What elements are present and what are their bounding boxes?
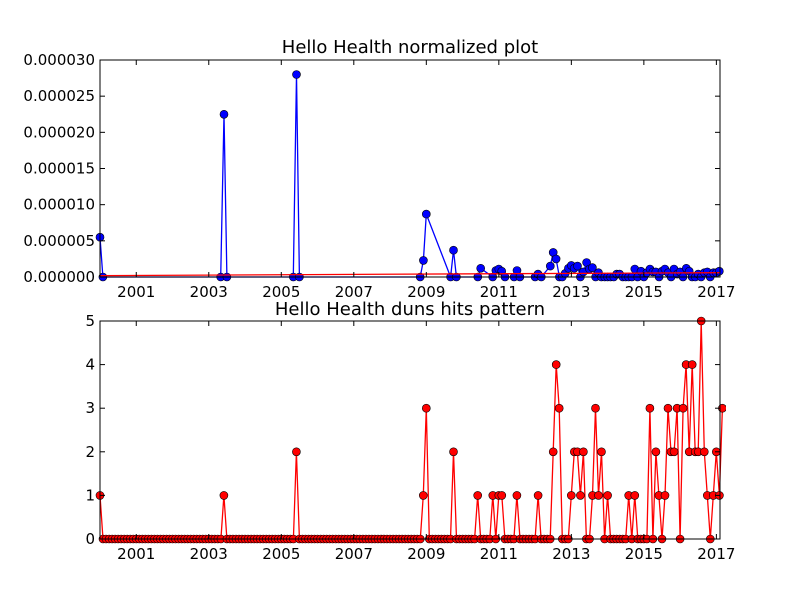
normalized-plot-data-point [419,256,428,265]
normalized-plot-data-point [476,263,486,273]
normalized-plot-x-tick-label: 2017 [697,283,735,301]
duns-hits-data-point [421,403,431,413]
duns-hits-y-tick-label: 4 [85,356,95,374]
duns-hits-data-point [566,491,576,500]
duns-hits-x-tick-label: 2001 [117,545,155,563]
duns-hits-x-tick-label: 2003 [190,545,228,563]
duns-hits-ticks: 2001 2003 2005 2007 2009 2011 2013 2015 2017 0 1 2 3… [85,312,735,563]
duns-hits-x-tick-label: 2017 [697,545,735,563]
duns-hits-data-point [591,403,600,413]
normalized-plot-series-1-line [99,272,721,277]
normalized-plot-y-tick-label: 0.000010 [23,196,95,214]
normalized-plot-frame [99,59,721,278]
normalized-plot-y-tick-label: 0.000005 [23,232,95,250]
duns-hits-data-point [687,360,697,369]
duns-hits-data-point [660,491,670,500]
duns-hits-x-tick-label: 2005 [262,545,300,563]
duns-hits-y-tick-label: 2 [85,443,95,461]
normalized-plot-x-tick-label: 2015 [625,283,663,301]
normalized-plot-x-tick-label: 2003 [190,283,228,301]
duns-hits-y-tick-label: 3 [85,399,95,417]
duns-hits-x-tick-label: 2007 [335,545,373,563]
duns-hits-x-tick-label: 2011 [480,545,518,563]
normalized-plot-y-tick-label: 0.000025 [23,87,95,105]
normalized-plot-data-point [551,254,561,264]
normalized-plot-x-tick-label: 2005 [262,283,300,301]
duns-hits-data-point [533,491,543,500]
normalized-plot-y-tick-label: 0.000030 [23,51,95,69]
duns-hits-x-tick-label: 2013 [552,545,590,563]
duns-hits-y-tick-label: 1 [85,486,95,504]
duns-hits-data-point [449,447,458,457]
normalized-plot-data-point [292,70,301,79]
normalized-plot-panel: Hello Health normalized plot 2001 2003 200… [23,37,735,301]
normalized-plot-x-tick-label: 2001 [117,283,155,301]
normalized-plot-x-tick-label: 2009 [407,283,445,301]
duns-hits-data-point [292,447,301,457]
duns-hits-data-point [678,403,688,413]
duns-hits-data-point [597,447,606,457]
normalized-plot-data-point [219,110,229,119]
duns-hits-x-tick-label: 2009 [407,545,445,563]
normalized-plot-y-tick-label: 0.000020 [23,123,95,141]
duns-hits-data-point [219,491,229,500]
normalized-plot-x-tick-label: 2011 [480,283,518,301]
normalized-plot-data-point [588,263,597,272]
normalized-plot-y-tick-label: 0.000015 [23,160,95,178]
duns-hits-data-point [663,403,673,413]
normalized-plot-area [95,70,724,282]
normalized-plot-x-tick-label: 2013 [552,283,590,301]
duns-hits-title: Hello Health duns hits pattern [275,299,545,320]
normalized-plot-data-point [449,245,458,255]
duns-hits-data-point [576,491,585,500]
duns-hits-x-tick-label: 2015 [625,545,663,563]
normalized-plot-ticks: 2001 2003 2005 2007 2009 2011 2013 2015 2017 0.00… [23,51,735,301]
duns-hits-series-0-line [99,320,724,540]
normalized-plot-title: Hello Health normalized plot [282,37,538,58]
normalized-plot-data-point [545,261,555,271]
normalized-plot-x-tick-label: 2007 [335,283,373,301]
duns-hits-data-point [594,491,603,500]
duns-hits-data-point [651,447,661,457]
normalized-plot-series-0-line [99,74,720,279]
duns-hits-data-point [669,447,679,457]
duns-hits-data-point [473,491,483,500]
normalized-plot-data-point [573,261,582,271]
duns-hits-data-point [645,403,655,413]
duns-hits-data-point [554,403,564,413]
duns-hits-data-point [579,447,588,457]
normalized-plot-y-tick-label: 0.000000 [23,268,95,286]
duns-hits-data-point [512,491,522,500]
duns-hits-y-tick-label: 5 [85,312,95,330]
duns-hits-data-point [548,447,558,457]
duns-hits-data-point [418,491,428,500]
duns-hits-plot-area [95,316,726,544]
duns-hits-frame [99,320,721,540]
duns-hits-data-point [603,491,612,500]
duns-hits-y-tick-label: 0 [85,530,95,548]
duns-hits-data-point [699,447,709,457]
duns-hits-data-point [630,491,640,500]
duns-hits-data-point [551,360,561,369]
normalized-plot-data-point [421,209,431,219]
duns-hits-panel: Hello Health duns hits pattern 2001 2003 2… [85,299,735,563]
duns-hits-data-point [497,491,507,500]
